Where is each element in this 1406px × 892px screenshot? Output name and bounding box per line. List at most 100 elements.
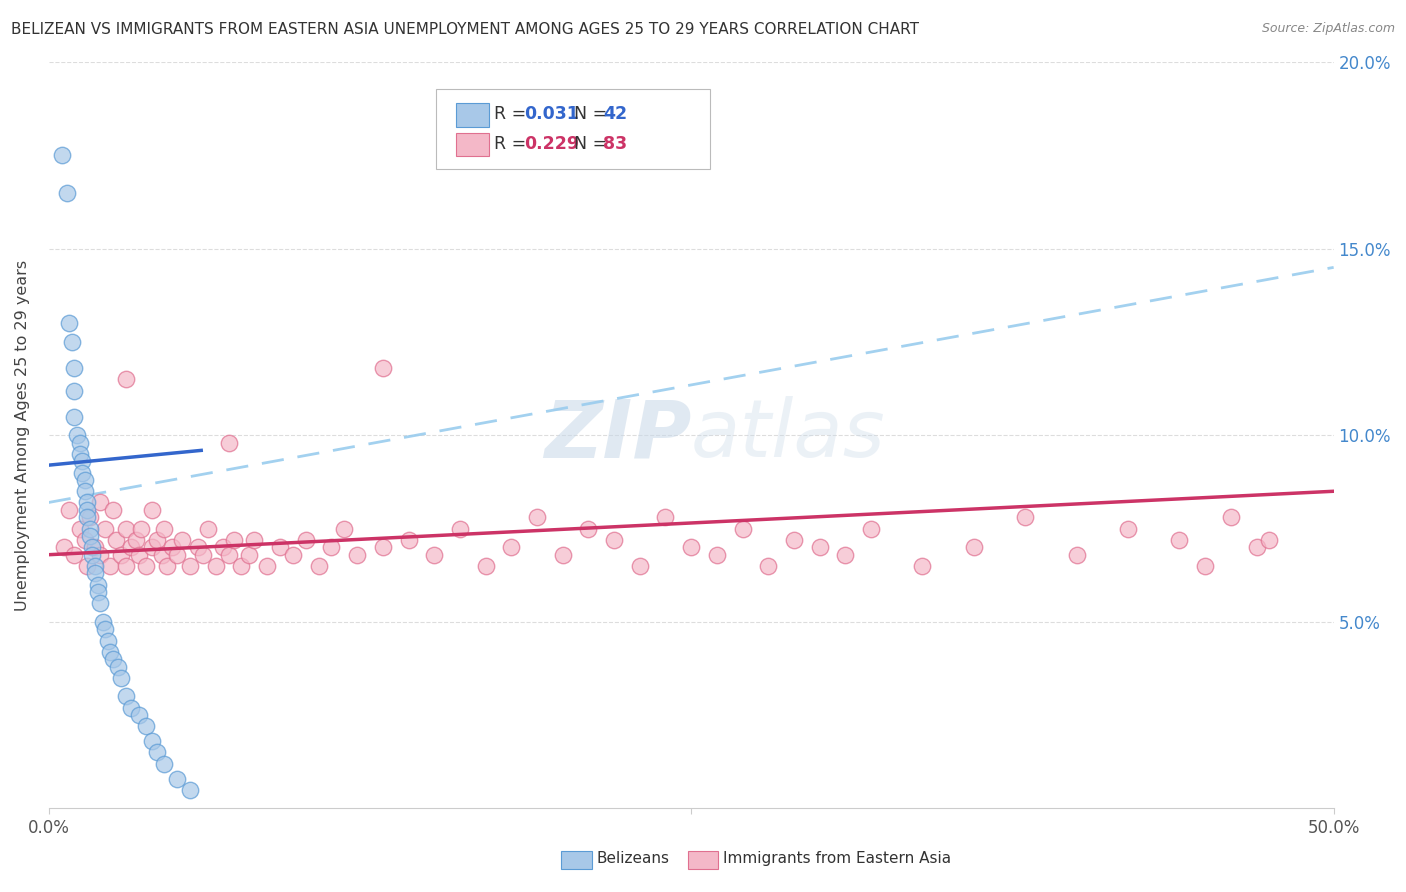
Point xyxy=(603,533,626,547)
Point xyxy=(89,596,111,610)
Point xyxy=(53,540,76,554)
Text: R =: R = xyxy=(494,105,531,123)
Point xyxy=(97,633,120,648)
Point xyxy=(308,558,330,573)
Point xyxy=(101,503,124,517)
Point xyxy=(166,548,188,562)
Text: N =: N = xyxy=(574,135,613,153)
Point xyxy=(73,533,96,547)
Point xyxy=(141,503,163,517)
Point xyxy=(1219,510,1241,524)
Point xyxy=(82,548,104,562)
Point xyxy=(69,447,91,461)
Point xyxy=(1066,548,1088,562)
Point xyxy=(371,540,394,554)
Point xyxy=(100,645,122,659)
Point xyxy=(449,522,471,536)
Point xyxy=(145,746,167,760)
Point xyxy=(141,734,163,748)
Point xyxy=(281,548,304,562)
Point xyxy=(179,782,201,797)
Point xyxy=(371,361,394,376)
Point xyxy=(1194,558,1216,573)
Point xyxy=(70,454,93,468)
Point xyxy=(238,548,260,562)
Point xyxy=(256,558,278,573)
Point xyxy=(58,503,80,517)
Point xyxy=(243,533,266,547)
Point xyxy=(474,558,496,573)
Point xyxy=(204,558,226,573)
Point xyxy=(153,522,176,536)
Point xyxy=(76,495,98,509)
Point xyxy=(73,473,96,487)
Text: 42: 42 xyxy=(603,105,627,123)
Point xyxy=(79,529,101,543)
Text: atlas: atlas xyxy=(692,396,886,475)
Point xyxy=(63,384,86,398)
Text: BELIZEAN VS IMMIGRANTS FROM EASTERN ASIA UNEMPLOYMENT AMONG AGES 25 TO 29 YEARS : BELIZEAN VS IMMIGRANTS FROM EASTERN ASIA… xyxy=(11,22,920,37)
Point xyxy=(51,148,73,162)
Point xyxy=(834,548,856,562)
Point xyxy=(398,533,420,547)
Point xyxy=(501,540,523,554)
Point xyxy=(89,495,111,509)
Point xyxy=(107,659,129,673)
Point xyxy=(783,533,806,547)
Text: 83: 83 xyxy=(603,135,627,153)
Point xyxy=(82,540,104,554)
Point xyxy=(84,540,107,554)
Point xyxy=(91,615,114,629)
Point xyxy=(94,623,117,637)
Point xyxy=(66,428,89,442)
Point xyxy=(218,548,240,562)
Point xyxy=(150,548,173,562)
Text: Belizeans: Belizeans xyxy=(596,852,669,866)
Text: Immigrants from Eastern Asia: Immigrants from Eastern Asia xyxy=(723,852,950,866)
Point xyxy=(63,548,86,562)
Point xyxy=(115,690,138,704)
Point xyxy=(731,522,754,536)
Point xyxy=(706,548,728,562)
Point xyxy=(58,316,80,330)
Text: Source: ZipAtlas.com: Source: ZipAtlas.com xyxy=(1261,22,1395,36)
Point xyxy=(179,558,201,573)
Y-axis label: Unemployment Among Ages 25 to 29 years: Unemployment Among Ages 25 to 29 years xyxy=(15,260,30,611)
Point xyxy=(120,700,142,714)
Point xyxy=(628,558,651,573)
Point xyxy=(145,533,167,547)
Point xyxy=(125,533,148,547)
Point xyxy=(911,558,934,573)
Text: R =: R = xyxy=(494,135,531,153)
Point xyxy=(55,186,77,200)
Point xyxy=(76,558,98,573)
Text: ZIP: ZIP xyxy=(544,396,692,475)
Point xyxy=(187,540,209,554)
Point xyxy=(73,484,96,499)
Point xyxy=(1258,533,1281,547)
Point xyxy=(120,540,142,554)
Point xyxy=(135,719,157,733)
Point xyxy=(269,540,291,554)
Point xyxy=(84,566,107,581)
Point xyxy=(135,558,157,573)
Point xyxy=(756,558,779,573)
Point xyxy=(218,435,240,450)
Point xyxy=(212,540,235,554)
Point xyxy=(963,540,986,554)
Point xyxy=(101,652,124,666)
Point xyxy=(153,756,176,771)
Point xyxy=(526,510,548,524)
Point xyxy=(60,334,83,349)
Point xyxy=(69,435,91,450)
Point xyxy=(197,522,219,536)
Point xyxy=(172,533,194,547)
Text: 0.229: 0.229 xyxy=(524,135,579,153)
Point xyxy=(86,577,108,591)
Point xyxy=(860,522,883,536)
Point xyxy=(69,522,91,536)
Point xyxy=(70,466,93,480)
Point xyxy=(321,540,343,554)
Point xyxy=(89,548,111,562)
Point xyxy=(231,558,253,573)
